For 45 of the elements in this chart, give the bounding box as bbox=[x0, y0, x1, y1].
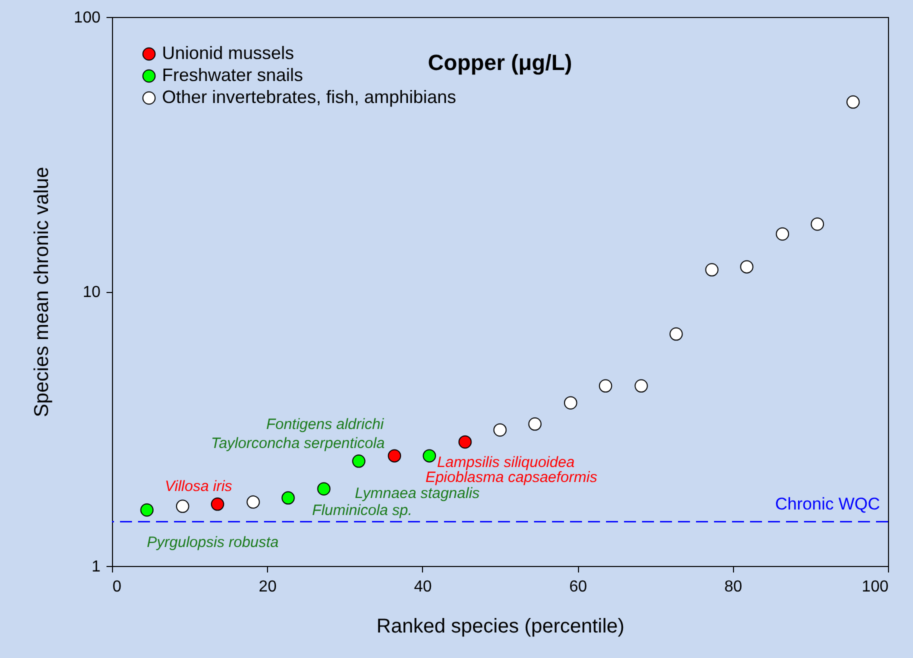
point bbox=[564, 396, 578, 410]
y-tick-label: 10 bbox=[82, 284, 101, 301]
legend-label: Unionid mussels bbox=[162, 43, 294, 63]
annotation: Lampsilis siliquoidea bbox=[437, 454, 575, 471]
legend-label: Other invertebrates, fish, amphibians bbox=[162, 87, 456, 107]
ref-line-label: Chronic WQC bbox=[775, 494, 880, 514]
point bbox=[458, 435, 472, 449]
annotation: Fluminicola sp. bbox=[312, 502, 412, 519]
legend-label: Freshwater snails bbox=[162, 65, 304, 85]
x-tick-label: 80 bbox=[724, 578, 742, 596]
point bbox=[846, 95, 860, 109]
x-tick-label: 20 bbox=[258, 578, 277, 596]
annotation: Epioblasma capsaeformis bbox=[425, 468, 598, 486]
point bbox=[282, 491, 295, 505]
annotation: Pyrgulopsis robusta bbox=[146, 534, 279, 551]
y-tick-label: 1 bbox=[92, 558, 101, 576]
point bbox=[176, 500, 190, 513]
x-tick-label: 40 bbox=[414, 578, 432, 596]
point bbox=[598, 379, 612, 393]
point bbox=[210, 498, 224, 511]
point bbox=[422, 449, 436, 462]
point bbox=[740, 260, 754, 274]
point bbox=[705, 263, 718, 276]
point bbox=[810, 217, 824, 231]
point bbox=[528, 417, 542, 431]
point bbox=[388, 449, 402, 462]
x-tick-label: 100 bbox=[862, 578, 889, 596]
point bbox=[634, 379, 648, 393]
x-tick-label: 60 bbox=[569, 578, 588, 596]
annotation: Villosa iris bbox=[164, 478, 233, 496]
annotation: Lymnaea stagnalis bbox=[354, 484, 480, 502]
y-axis-title: Species mean chronic value bbox=[30, 166, 53, 418]
point bbox=[140, 503, 154, 517]
x-axis-title: Ranked species (percentile) bbox=[376, 616, 624, 638]
y-tick-label: 100 bbox=[74, 10, 101, 26]
point bbox=[670, 327, 683, 341]
point bbox=[352, 454, 366, 468]
annotation: Taylorconcha serpenticola bbox=[211, 435, 385, 452]
point bbox=[246, 495, 260, 509]
point bbox=[317, 482, 330, 496]
annotation: Fontigens aldrichi bbox=[266, 416, 384, 434]
point bbox=[493, 423, 507, 437]
text: Copper (μg/L) bbox=[428, 50, 572, 75]
point bbox=[776, 227, 790, 241]
x-tick-label: 0 bbox=[112, 578, 122, 596]
